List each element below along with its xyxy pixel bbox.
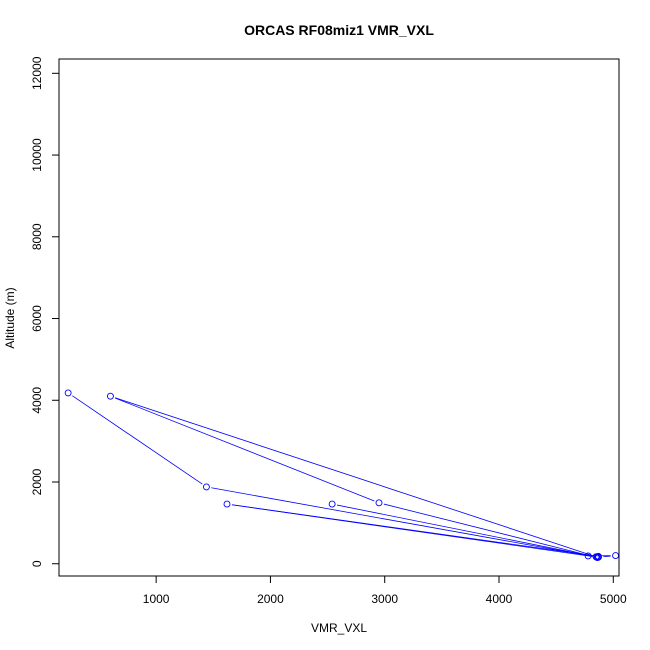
y-tick-label: 12000 bbox=[30, 56, 44, 90]
series-line-segment bbox=[231, 504, 593, 557]
series-line-segment bbox=[72, 395, 203, 485]
x-tick-label: 3000 bbox=[371, 592, 398, 606]
chart-title: ORCAS RF08miz1 VMR_VXL bbox=[244, 22, 434, 38]
data-point bbox=[375, 499, 383, 507]
data-point bbox=[584, 552, 592, 560]
y-axis-label: Altitude (m) bbox=[3, 287, 17, 348]
x-axis-label: VMR_VXL bbox=[311, 621, 367, 635]
y-tick-label: 0 bbox=[30, 560, 44, 567]
y-tick-label: 2000 bbox=[30, 468, 44, 495]
y-axis: 0 2000 4000 6000 8000 10000 12000 bbox=[30, 56, 60, 567]
x-tick-label: 2000 bbox=[257, 592, 284, 606]
x-tick-label: 5000 bbox=[600, 592, 627, 606]
series-line-segment bbox=[603, 555, 611, 558]
y-tick-label: 8000 bbox=[30, 223, 44, 250]
series-line-segment bbox=[115, 397, 592, 556]
data-point bbox=[593, 553, 601, 561]
data-point bbox=[106, 392, 114, 400]
plot-frame bbox=[58, 58, 620, 577]
series-line-segment bbox=[336, 504, 593, 557]
series-line-segment bbox=[114, 397, 375, 502]
series-line-segment bbox=[383, 503, 593, 557]
y-tick-label: 6000 bbox=[30, 305, 44, 332]
x-axis: 1000 2000 3000 4000 5000 bbox=[143, 575, 627, 606]
data-point bbox=[64, 389, 72, 397]
data-point bbox=[223, 500, 231, 508]
data-point bbox=[328, 500, 336, 508]
data-point bbox=[594, 552, 602, 560]
x-tick-label: 1000 bbox=[143, 592, 170, 606]
data-point bbox=[612, 552, 620, 560]
series-line-segment bbox=[211, 487, 593, 557]
y-tick-label: 4000 bbox=[30, 387, 44, 414]
data-point bbox=[202, 483, 210, 491]
y-tick-label: 10000 bbox=[30, 138, 44, 172]
series-layer bbox=[64, 389, 620, 562]
x-tick-label: 4000 bbox=[486, 592, 513, 606]
